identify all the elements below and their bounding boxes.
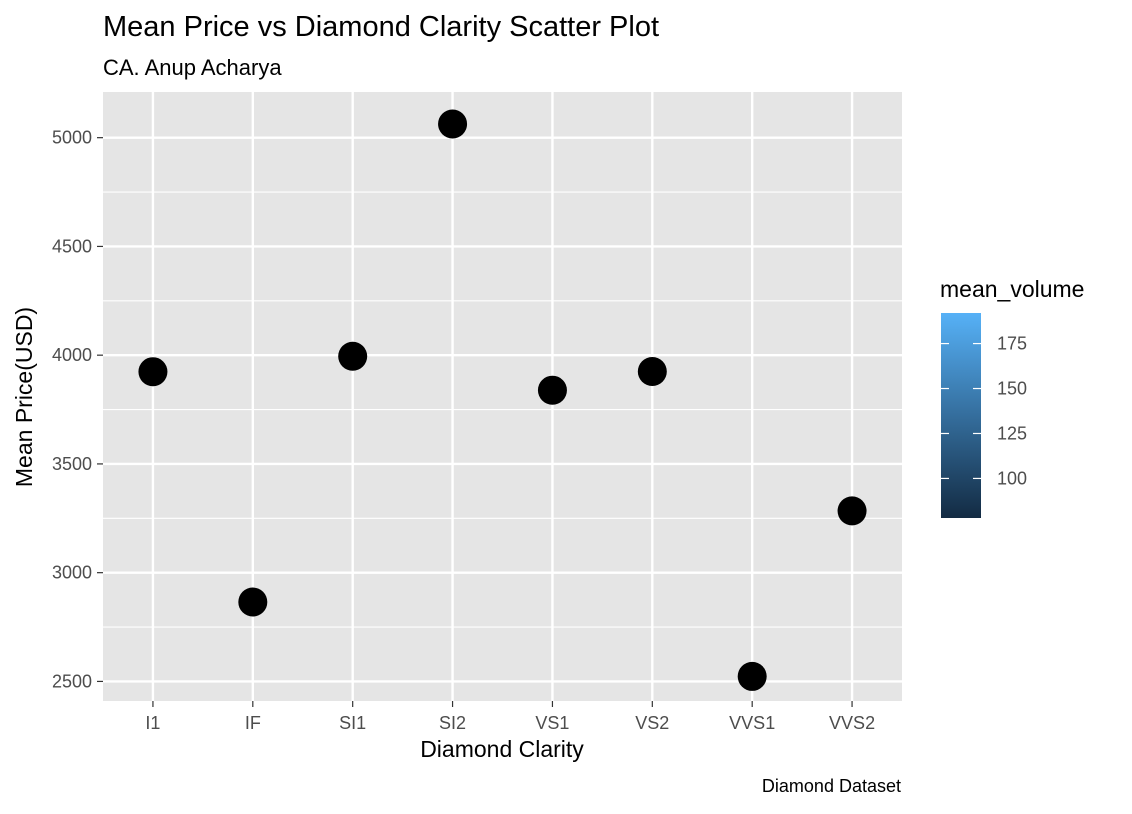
x-tick-label: IF <box>245 713 261 733</box>
minor-gridlines <box>103 191 902 628</box>
plot-panel <box>103 92 902 701</box>
y-tick-label: 5000 <box>52 128 92 148</box>
data-points <box>138 109 867 691</box>
legend-tick-label: 150 <box>997 379 1027 399</box>
x-tick-label: VS2 <box>635 713 669 733</box>
legend-colorbar <box>941 313 981 518</box>
legend-ticks: 100 125 150 175 <box>941 334 1027 488</box>
data-point-i1 <box>138 357 168 387</box>
y-axis-title: Mean Price(USD) <box>11 307 37 487</box>
data-point-vvs1 <box>737 661 767 691</box>
chart-caption: Diamond Dataset <box>762 776 901 796</box>
x-tick-label: SI2 <box>439 713 466 733</box>
legend-title: mean_volume <box>940 276 1084 302</box>
y-axis-ticks: 2500 3000 3500 4000 4500 5000 <box>52 128 103 691</box>
x-tick-label: SI1 <box>339 713 366 733</box>
data-point-vvs2 <box>837 496 867 526</box>
x-axis-ticks: I1 IF SI1 SI2 VS1 VS2 VVS1 VVS2 <box>145 701 875 733</box>
x-tick-label: VVS1 <box>729 713 775 733</box>
data-point-si1 <box>338 341 368 371</box>
y-tick-label: 2500 <box>52 671 92 691</box>
y-tick-label: 3500 <box>52 454 92 474</box>
chart-subtitle: CA. Anup Acharya <box>103 55 282 80</box>
legend-tick-label: 100 <box>997 468 1027 488</box>
x-tick-label: VVS2 <box>829 713 875 733</box>
data-point-si2 <box>438 109 468 139</box>
x-tick-label: VS1 <box>535 713 569 733</box>
y-tick-label: 4500 <box>52 236 92 256</box>
x-axis-title: Diamond Clarity <box>420 736 584 762</box>
data-point-if <box>238 587 268 617</box>
data-point-vs2 <box>637 356 667 386</box>
y-tick-label: 3000 <box>52 563 92 583</box>
legend-tick-label: 175 <box>997 334 1027 354</box>
x-tick-label: I1 <box>145 713 160 733</box>
legend: mean_volume 100 125 150 175 <box>940 276 1084 518</box>
chart-title: Mean Price vs Diamond Clarity Scatter Pl… <box>103 11 659 43</box>
legend-tick-label: 125 <box>997 423 1027 443</box>
data-point-vs1 <box>537 375 567 405</box>
y-tick-label: 4000 <box>52 345 92 365</box>
